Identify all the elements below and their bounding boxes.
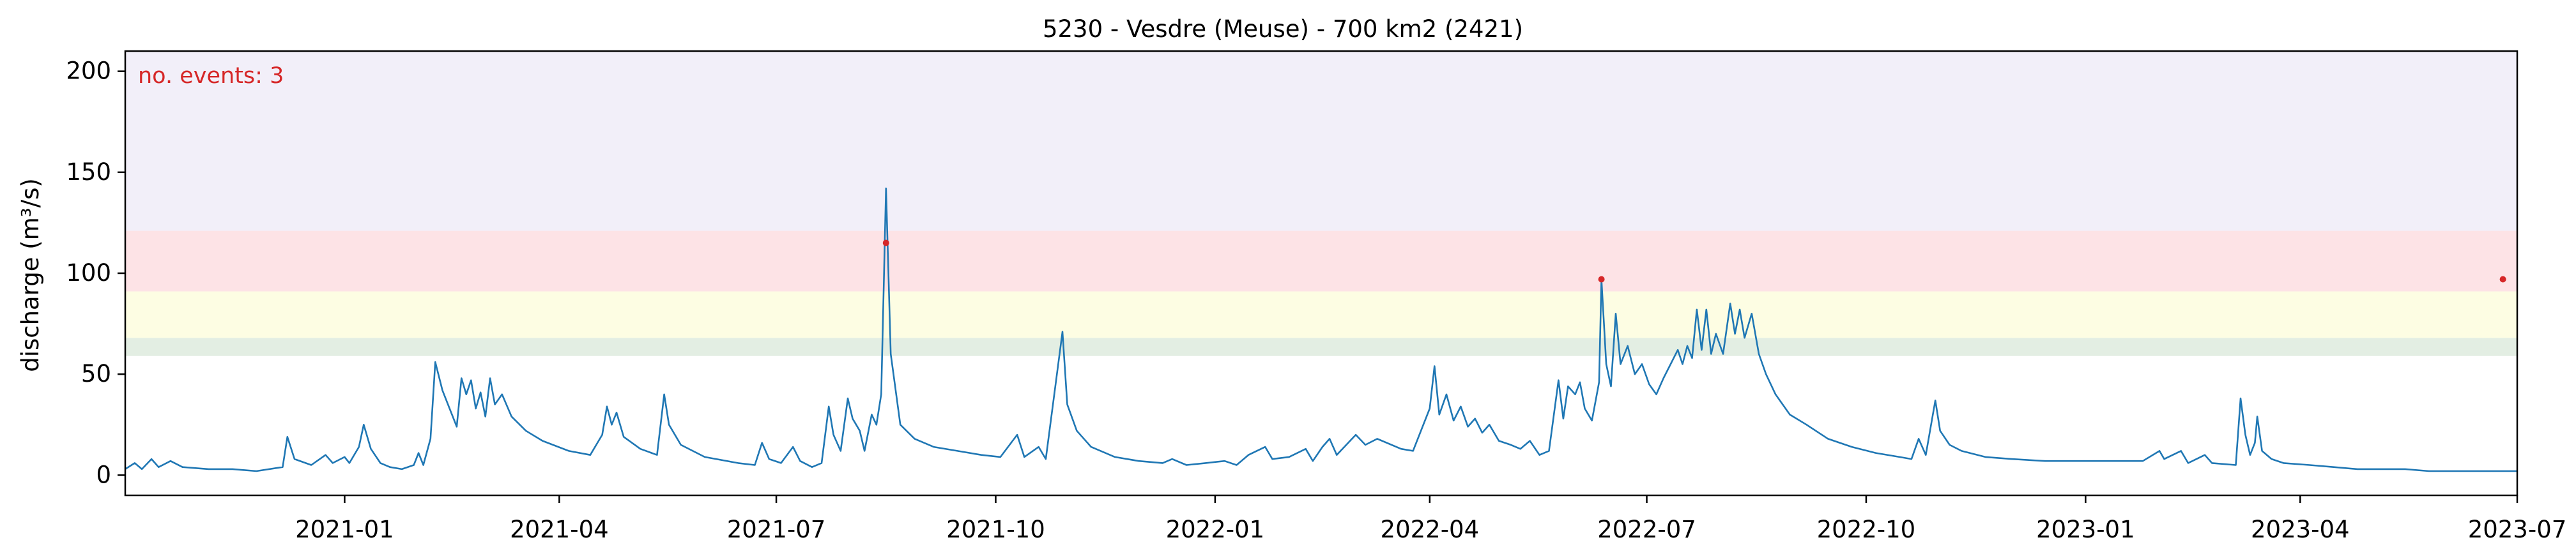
chart-title: 5230 - Vesdre (Meuse) - 700 km2 (2421)	[1043, 15, 1523, 43]
x-tick-label: 2022-10	[1817, 516, 1916, 543]
x-tick-label: 2021-07	[727, 516, 826, 543]
y-tick-label: 50	[81, 360, 111, 387]
threshold-band-2	[125, 291, 2517, 338]
event-marker-3	[2499, 276, 2506, 283]
events-layer	[882, 239, 2506, 283]
x-tick-label: 2022-07	[1597, 516, 1696, 543]
y-tick-label: 150	[66, 158, 111, 186]
y-tick-label: 100	[66, 259, 111, 287]
threshold-band-1	[125, 338, 2517, 356]
y-axis-label: discharge (m³/s)	[17, 178, 44, 372]
threshold-bands	[125, 51, 2517, 356]
x-tick-label: 2022-04	[1381, 516, 1480, 543]
x-tick-label: 2023-04	[2251, 516, 2350, 543]
x-tick-label: 2022-01	[1166, 516, 1265, 543]
x-tick-label: 2021-10	[946, 516, 1045, 543]
y-axis: 0 50 100 150 200	[66, 57, 125, 488]
x-tick-label: 2023-01	[2036, 516, 2135, 543]
threshold-band-3	[125, 230, 2517, 292]
x-axis: 2021-01 2021-04 2021-07 2021-10 2022-01 2022-…	[295, 495, 2566, 543]
x-tick-label: 2023-07	[2468, 516, 2567, 543]
event-marker-2	[1598, 276, 1605, 283]
x-tick-label: 2021-04	[510, 516, 609, 543]
threshold-band-4	[125, 51, 2517, 231]
series-layer	[125, 187, 2517, 472]
event-marker-1	[882, 239, 889, 246]
y-tick-label: 0	[96, 461, 111, 488]
discharge-series-line	[125, 187, 2517, 472]
events-count-label: no. events: 3	[138, 63, 284, 89]
y-tick-label: 200	[66, 57, 111, 85]
x-tick-label: 2021-01	[295, 516, 394, 543]
